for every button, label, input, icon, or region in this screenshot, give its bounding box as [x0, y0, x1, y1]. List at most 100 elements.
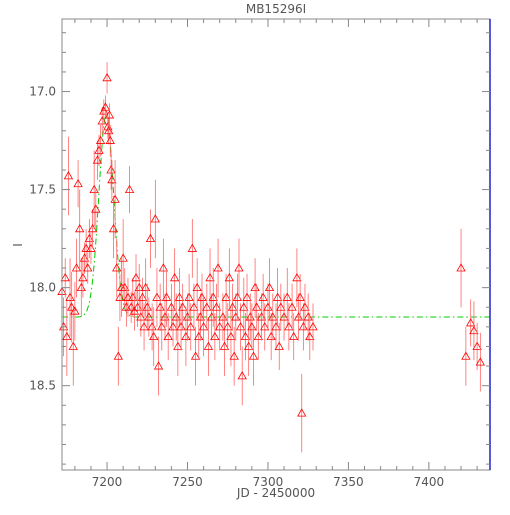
data-point [214, 303, 225, 351]
triangle-marker [287, 302, 297, 311]
data-point [100, 95, 111, 120]
triangle-marker [198, 322, 209, 331]
data-point [274, 322, 284, 370]
data-point [219, 317, 230, 376]
triangle-marker [218, 312, 228, 321]
triangle-marker [268, 312, 278, 321]
data-point [272, 268, 283, 327]
triangle-marker [187, 243, 198, 252]
data-point [466, 299, 476, 347]
triangle-marker [211, 302, 222, 311]
triangle-marker [292, 273, 302, 282]
triangle-marker [68, 341, 78, 350]
x-axis-label: JD - 2450000 [236, 486, 315, 500]
triangle-marker [66, 302, 77, 311]
y-tick-label: 18.0 [29, 281, 56, 295]
triangle-marker [73, 178, 83, 188]
data-point [73, 160, 83, 208]
triangle-marker [305, 331, 315, 341]
data-point [211, 283, 222, 331]
data-point [218, 293, 228, 341]
triangle-marker [264, 282, 275, 292]
triangle-marker [144, 312, 154, 321]
triangle-marker [157, 322, 167, 331]
triangle-marker [91, 204, 101, 213]
data-point [308, 303, 318, 351]
data-point [210, 313, 220, 361]
data-point [300, 283, 310, 331]
data-point [229, 326, 239, 386]
data-point [153, 336, 164, 396]
triangle-marker [472, 341, 482, 350]
data-point [107, 160, 117, 200]
triangle-marker [71, 263, 82, 272]
x-tick-label: 7300 [253, 475, 284, 489]
triangle-marker [168, 322, 178, 331]
triangle-marker [289, 331, 299, 341]
triangle-marker [149, 331, 159, 341]
data-point [139, 303, 149, 351]
data-point [150, 179, 161, 259]
triangle-marker [107, 174, 117, 184]
data-point [91, 189, 101, 229]
triangle-marker [466, 318, 476, 327]
triangle-marker [258, 292, 268, 301]
x-tick-label: 7250 [172, 475, 203, 489]
data-point [177, 283, 188, 331]
data-point [243, 317, 254, 376]
triangle-marker [297, 408, 307, 417]
triangle-marker [89, 184, 99, 193]
triangle-marker [226, 331, 236, 341]
data-point [68, 307, 78, 386]
triangle-marker [214, 322, 225, 331]
data-point [157, 303, 167, 351]
x-tick-label: 7350 [333, 475, 364, 489]
triangle-marker [274, 341, 284, 350]
data-point [456, 228, 466, 308]
triangle-marker [219, 341, 230, 350]
triangle-marker [192, 282, 202, 292]
triangle-marker [158, 263, 169, 272]
data-point [70, 281, 80, 341]
triangle-marker [239, 302, 249, 311]
data-point [124, 166, 135, 214]
data-point [152, 268, 162, 327]
data-point [75, 189, 85, 269]
triangle-marker [284, 322, 294, 331]
data-point [168, 307, 178, 347]
data-point [461, 326, 471, 386]
data-point [173, 317, 183, 376]
triangle-marker [227, 302, 238, 311]
triangle-marker [461, 351, 471, 360]
x-tick-label: 7200 [92, 475, 123, 489]
triangle-marker [113, 351, 124, 360]
triangle-marker [177, 302, 188, 311]
data-point [105, 124, 115, 157]
data-point [287, 283, 297, 331]
triangle-marker [70, 306, 80, 315]
y-tick-label: 18.5 [29, 379, 56, 393]
data-point [205, 248, 215, 308]
y-tick-label: 17.5 [29, 183, 56, 197]
data-point [158, 238, 169, 298]
data-point [83, 252, 93, 284]
data-point [252, 283, 262, 331]
triangle-marker [282, 292, 292, 301]
data-point [187, 219, 198, 278]
y-tick-label: 17.0 [29, 85, 56, 99]
triangle-marker [123, 292, 133, 301]
data-point [66, 271, 77, 343]
data-point [104, 103, 115, 127]
data-point [189, 283, 199, 331]
triangle-marker [186, 322, 196, 331]
y-axis: 17.0 17.5 18.0 18.5 [29, 32, 490, 465]
data-point [240, 313, 251, 361]
triangle-marker [78, 273, 88, 282]
triangle-marker [260, 322, 270, 331]
data-point [118, 219, 128, 298]
data-point [174, 268, 185, 327]
data-point [282, 268, 292, 327]
data-point [289, 313, 299, 361]
triangle-marker [221, 292, 231, 301]
